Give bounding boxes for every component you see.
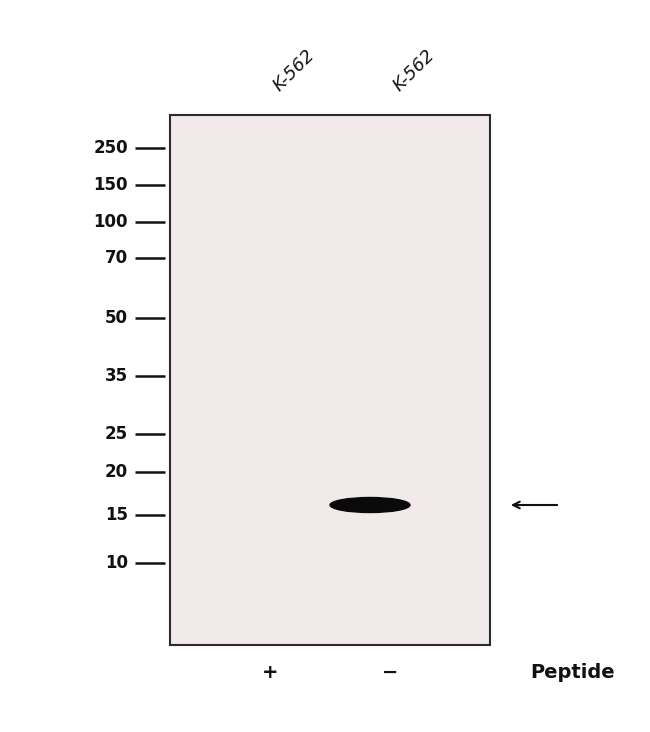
Bar [170,115,490,645]
Text: +: + [262,662,278,681]
Text: 70: 70 [105,249,128,267]
Ellipse shape [330,498,410,512]
Text: K-562: K-562 [390,46,439,95]
Text: Peptide: Peptide [530,662,615,681]
Text: 100: 100 [94,213,128,231]
Text: 150: 150 [94,176,128,194]
Text: −: − [382,662,398,681]
Text: 35: 35 [105,367,128,385]
Text: 50: 50 [105,309,128,327]
Text: 25: 25 [105,425,128,443]
Text: K-562: K-562 [270,46,318,95]
Text: 20: 20 [105,463,128,481]
Text: 10: 10 [105,554,128,572]
Text: 15: 15 [105,506,128,524]
Text: 250: 250 [94,139,128,157]
